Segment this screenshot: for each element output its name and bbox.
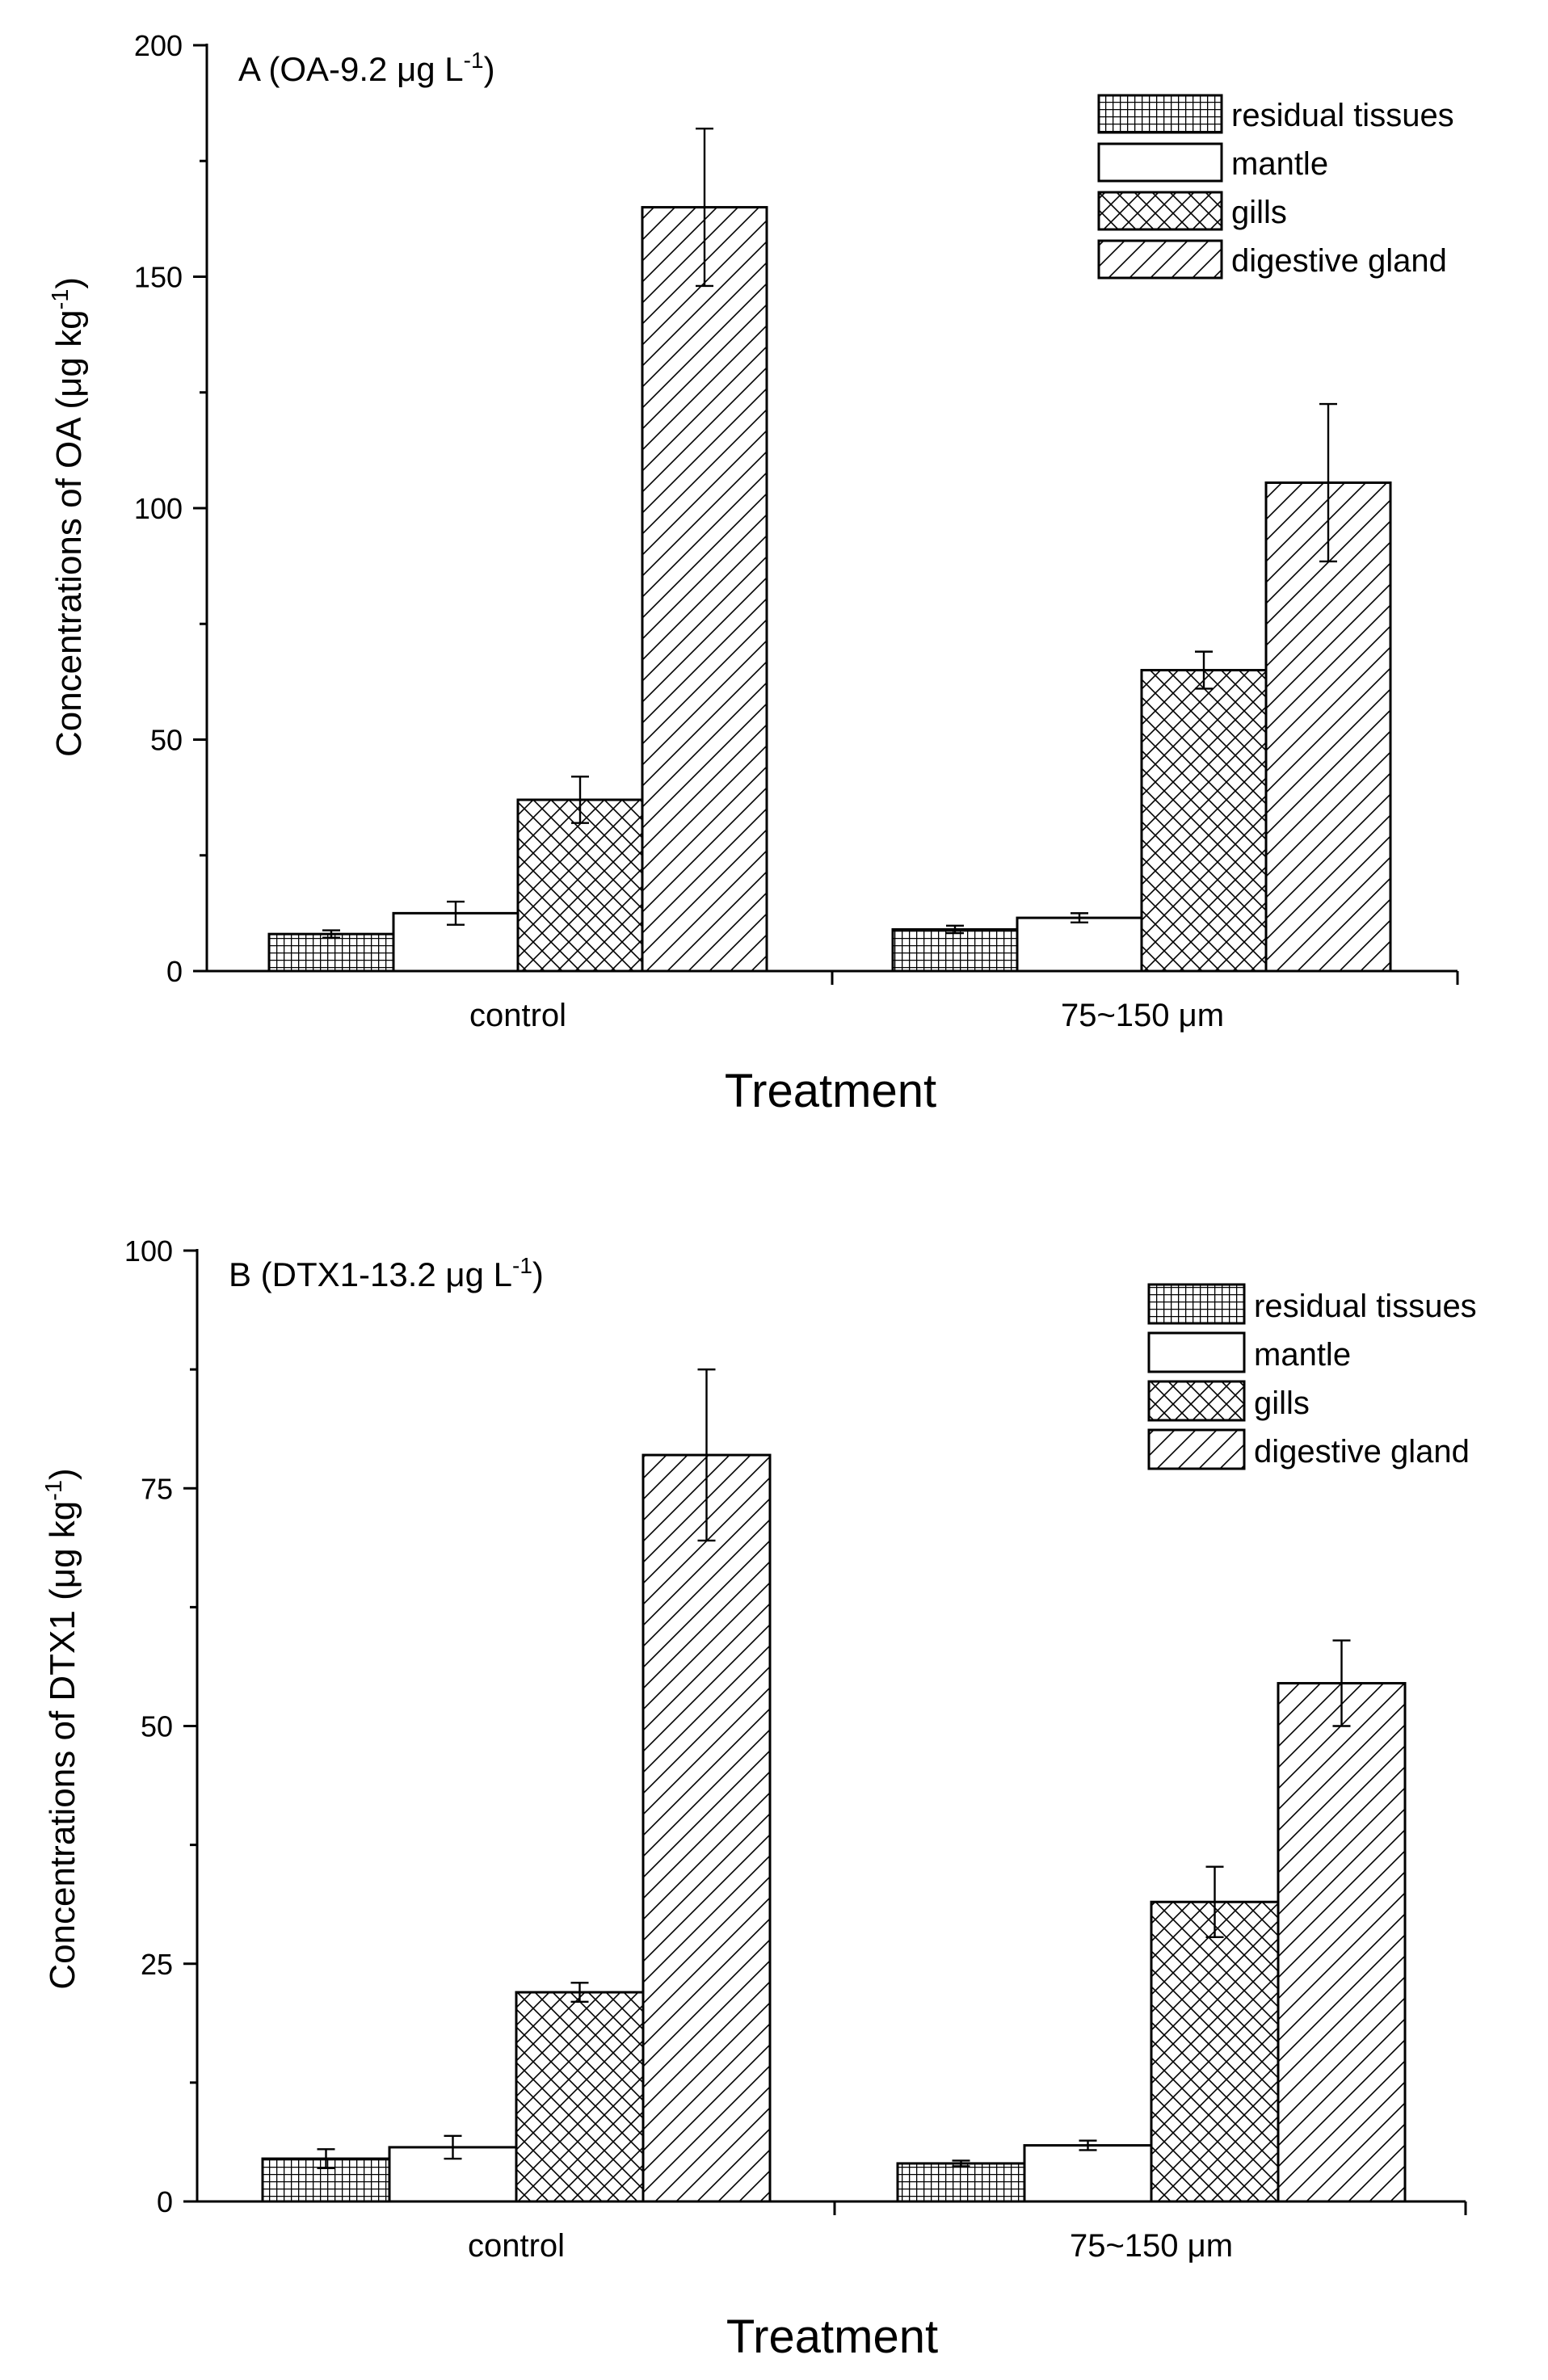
bar-residual-tissues-0 [267,932,395,973]
y-tick-label: 150 [134,261,183,294]
y-tick-label: 100 [124,1234,173,1268]
bar-gills-0 [515,1991,645,2203]
chart-panel-b: B (DTX1-13.2 μg L-1) 0 25 50 75 100 control 75… [41,1234,1477,2363]
panel-a-x-axis-title: Treatment [725,1065,936,1117]
bar-digestive-gland-0 [641,1453,772,2203]
panel-a-title: A (OA-9.2 μg L-1) [238,48,495,88]
y-tick-label: 0 [157,2185,173,2218]
y-tick-label: 50 [141,1710,173,1743]
bar-digestive-gland-1 [1277,1682,1407,2203]
legend-label-mantle: mantle [1231,146,1328,182]
bar-mantle-1 [1023,2144,1153,2203]
bar-gills-1 [1140,669,1268,973]
legend-label-mantle: mantle [1254,1337,1351,1373]
panel-a-y-axis-title: Concentrations of OA (μg kg-1) [48,277,89,757]
y-tick-label: 200 [134,29,183,62]
legend-label-gills: gills [1254,1386,1310,1421]
panel-a-legend: residual tissues mantle gills digestive gla… [1097,94,1454,280]
x-category-label: control [469,998,566,1033]
legend-label-digestive-gland: digestive gland [1231,243,1447,279]
bar-mantle-1 [1016,916,1143,973]
y-tick-label: 0 [166,955,183,988]
legend-swatch-mantle [1097,142,1223,183]
legend-label-gills: gills [1231,195,1287,230]
legend-swatch-residual-tissues [1097,94,1223,134]
x-category-label: control [468,2228,565,2264]
y-tick-label: 100 [134,492,183,525]
panel-b-x-axis-title: Treatment [726,2311,938,2363]
y-tick-label: 50 [150,724,183,757]
y-tick-label: 25 [141,1948,173,1981]
legend-swatch-digestive-gland [1147,1428,1246,1470]
panel-a-plot: 0 50 100 150 200 control 75~150 μm [134,29,1459,1033]
legend-label-residual-tissues: residual tissues [1254,1289,1477,1324]
legend-label-residual-tissues: residual tissues [1231,98,1454,133]
panel-b-plot: 0 25 50 75 100 control 75~150 μm [124,1234,1467,2264]
legend-swatch-residual-tissues [1147,1283,1246,1325]
legend-label-digestive-gland: digestive gland [1254,1434,1470,1470]
legend-swatch-mantle [1147,1331,1246,1373]
bar-gills-0 [516,798,644,973]
bar-residual-tissues-1 [896,2162,1026,2203]
x-category-label: 75~150 μm [1070,2228,1233,2264]
bar-digestive-gland-0 [641,206,768,973]
legend-swatch-gills [1097,191,1223,231]
bar-gills-1 [1150,1900,1280,2203]
y-tick-label: 75 [141,1472,173,1505]
bar-digestive-gland-1 [1264,481,1392,973]
chart-panel-a: A (OA-9.2 μg L-1) 0 50 100 150 200 control 75~… [48,29,1459,1117]
x-category-label: 75~150 μm [1061,998,1224,1033]
panel-b-title: B (DTX1-13.2 μg L-1) [229,1253,544,1293]
panel-b-legend: residual tissues mantle gills digestive gla… [1147,1283,1477,1470]
legend-swatch-gills [1147,1380,1246,1422]
legend-swatch-digestive-gland [1097,239,1223,280]
panel-b-y-axis-title: Concentrations of DTX1 (μg kg-1) [41,1468,82,1989]
bar-residual-tissues-1 [891,927,1019,973]
